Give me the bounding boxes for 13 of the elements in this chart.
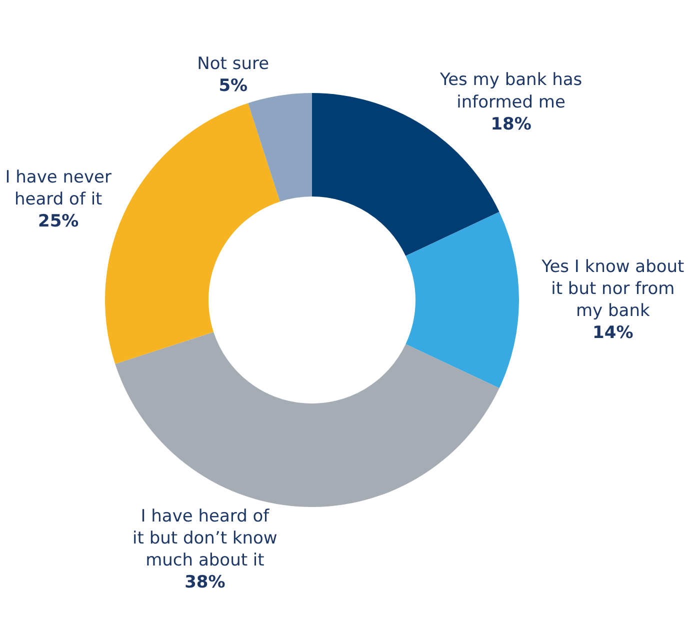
slice-label: Not sure [197,54,270,74]
data-label: 25% [38,212,79,232]
data-label: 18% [490,114,532,134]
donut-slice [406,212,519,388]
data-label: 38% [184,572,226,593]
donut-slice [115,332,500,507]
data-label: 5% [218,76,248,96]
slice-label: I have never heard of it [5,167,112,210]
slice-label: Yes I know about it but nor from my bank [540,256,685,322]
slice-label: Yes my bank has informed me [438,70,582,112]
slice-label: I have heard of it but don’t know much about it [132,506,278,571]
data-label: 14% [592,323,634,344]
donut-slice [248,93,312,202]
